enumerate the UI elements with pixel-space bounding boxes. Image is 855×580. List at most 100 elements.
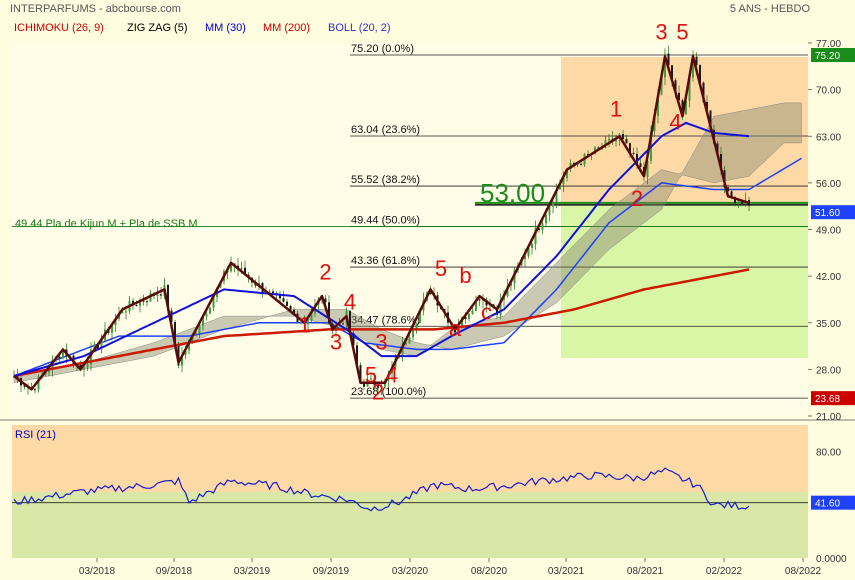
price-bar [695, 56, 698, 66]
ichimoku-cloud [13, 102, 802, 384]
wave-label-0: 2 [319, 259, 331, 284]
price-bar [681, 100, 684, 114]
price-bar [716, 143, 719, 154]
price-bar [83, 367, 85, 370]
fibonacci-levels: 75.20 (0.0%) 63.04 (23.6%) 55.52 (38.2%) 49… [12, 43, 808, 399]
fib-box-upper [561, 57, 808, 205]
price-bar [674, 80, 677, 93]
rsi-tag-label: 41.60 [815, 499, 840, 510]
wave-label-6: 3 [375, 329, 387, 354]
kijun-sen-line [13, 157, 802, 377]
price-bar [524, 255, 526, 259]
price-bar [720, 153, 722, 171]
price-bar [349, 310, 351, 334]
price-bar [370, 378, 372, 380]
fib-label-3: 49.44 (50.0%) [351, 215, 420, 227]
x-tick-label: 03/2019 [234, 566, 271, 577]
price-bar [408, 337, 411, 344]
x-tick-label: 08/2020 [471, 566, 508, 577]
price-bar [702, 82, 705, 102]
price-bar [209, 307, 211, 314]
price-bar [562, 177, 565, 185]
price-bar [170, 310, 173, 322]
price-bar [734, 197, 736, 204]
fib-label-4: 43.36 (61.8%) [351, 255, 420, 267]
price-bar [419, 310, 421, 324]
price-bar [587, 154, 589, 156]
price-bar [289, 305, 292, 310]
wave-label-12: 1 [610, 96, 622, 121]
price-bar [202, 316, 204, 326]
price-bar [377, 385, 379, 388]
price-bar [177, 344, 180, 366]
price-bar [132, 300, 134, 306]
price-bar [415, 323, 418, 330]
price-bar [688, 77, 691, 102]
price-bar [300, 321, 302, 323]
wave-label-5: 2 [372, 379, 384, 404]
price-bar [142, 300, 145, 302]
price-bar [121, 311, 124, 313]
price-bar [100, 339, 103, 349]
y-tick-label: 21.00 [816, 412, 841, 423]
wave-label-14: 3 [655, 20, 667, 45]
price-tag-label: 23.68 [815, 394, 840, 405]
wave-label-16: 5 [676, 20, 688, 45]
y-tick-label: 49.00 [816, 226, 841, 237]
price-bar [678, 92, 680, 101]
price-bar [401, 343, 404, 357]
price-bar [531, 243, 533, 248]
wave-label-11: c [481, 299, 492, 324]
wave-label-1: 1 [298, 313, 310, 338]
price-bar [205, 313, 208, 317]
support-label: 53.00 [480, 178, 545, 208]
price-tag-label: 51.60 [815, 208, 840, 219]
price-bar [545, 214, 547, 224]
price-bar [685, 101, 687, 114]
price-bar [636, 153, 638, 164]
price-bar [398, 356, 400, 358]
price-bar [510, 283, 512, 286]
price-bar [496, 307, 498, 315]
price-bar [111, 325, 113, 333]
price-bar [657, 94, 659, 116]
price-bar [156, 294, 159, 297]
legend-ichimoku: ICHIMOKU (26, 9) [14, 22, 104, 34]
price-bar [709, 110, 712, 130]
y-tick-label: 28.00 [816, 365, 841, 376]
price-bar [279, 294, 281, 299]
price-bar [380, 386, 383, 388]
price-bar [405, 343, 407, 345]
price-bar [86, 364, 89, 368]
price-bar [363, 383, 365, 387]
price-bar [195, 333, 197, 335]
price-bar [16, 376, 19, 379]
price-bar [282, 298, 285, 302]
price-bar [699, 65, 701, 83]
wave-label-9: b [459, 263, 471, 288]
price-bar [240, 267, 243, 270]
price-bar [212, 297, 215, 308]
price-bar [174, 321, 176, 345]
price-bar [741, 200, 743, 205]
price-bar [548, 206, 551, 215]
fib-label-1: 63.04 (23.6%) [351, 124, 420, 136]
mm30-line [13, 121, 750, 377]
axes: 77.00 70.00 63.00 56.00 49.00 42.00 35.00 28.00… [79, 39, 855, 577]
price-bar [706, 101, 708, 111]
price-bar [664, 53, 666, 78]
price-bar [146, 301, 148, 303]
x-tick-label: 08/2022 [785, 566, 822, 577]
price-bar [160, 294, 162, 296]
price-bar [293, 309, 295, 314]
price-bar [727, 187, 729, 192]
price-bar [139, 300, 141, 306]
kijun-label: 49.44 Pla de Kijun M + Pla de SSB M [15, 218, 198, 230]
x-tick-label: 09/2019 [313, 566, 350, 577]
price-bar [541, 223, 544, 230]
price-bar [230, 263, 232, 272]
price-bar [499, 299, 502, 315]
price-bar [79, 364, 82, 370]
price-tag-bg [811, 391, 855, 406]
